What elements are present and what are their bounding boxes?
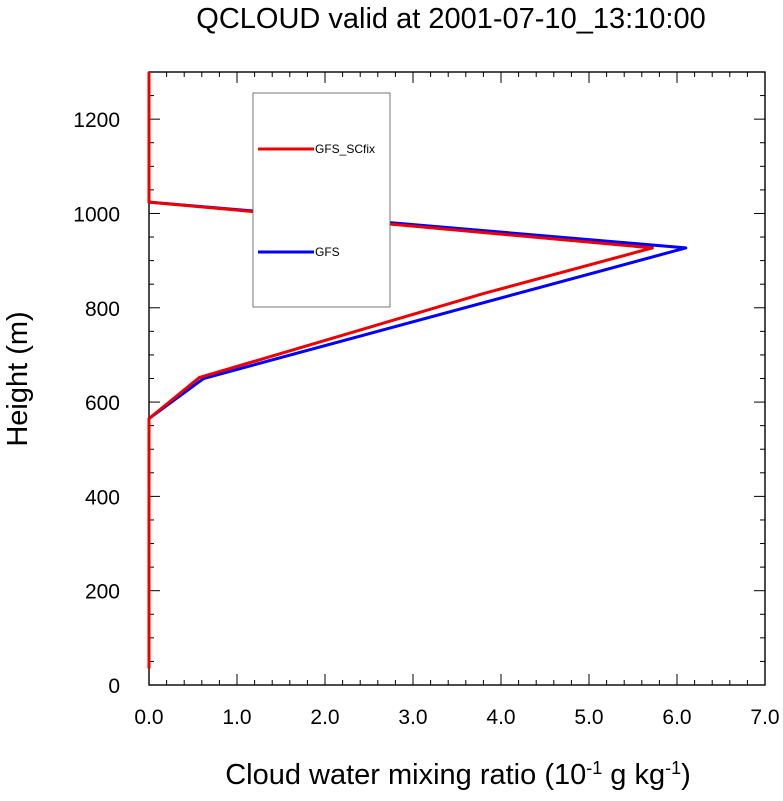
series-line-gfs xyxy=(147,72,688,669)
legend-label-gfs-scfix: GFS_SCfix xyxy=(315,142,375,156)
x-axis-label-units: g kg xyxy=(602,759,665,791)
series-line-gfs-scfix xyxy=(147,72,654,669)
x-tick-label: 5.0 xyxy=(574,706,603,729)
y-tick-label: 0 xyxy=(108,675,120,698)
x-tick-label: 7.0 xyxy=(750,706,779,729)
legend-box xyxy=(252,92,391,308)
legend-label-gfs: GFS xyxy=(315,245,340,259)
x-axis-label-main: Cloud water mixing ratio (10 xyxy=(225,759,586,791)
y-tick-label: 800 xyxy=(85,298,120,321)
x-axis-label-exponent-1: -1 xyxy=(586,758,602,778)
x-tick-label: 4.0 xyxy=(486,706,515,729)
axis-tick-labels: 0.0 1.0 2.0 3.0 4.0 5.0 6.0 7.0 0 200 400 600 800 100… xyxy=(73,109,779,729)
axis-ticks xyxy=(148,71,766,686)
chart-title: QCLOUD valid at 2001-07-10_13:10:00 xyxy=(196,3,705,35)
y-tick-label: 600 xyxy=(85,392,120,415)
legend: GFS_SCfix GFS xyxy=(252,92,391,308)
y-tick-label: 400 xyxy=(85,486,120,509)
x-tick-label: 2.0 xyxy=(310,706,339,729)
x-tick-label: 6.0 xyxy=(662,706,691,729)
x-axis-label: Cloud water mixing ratio (10-1 g kg-1) xyxy=(225,758,691,791)
x-tick-label: 1.0 xyxy=(222,706,251,729)
x-tick-label: 3.0 xyxy=(398,706,427,729)
y-tick-label: 1200 xyxy=(73,109,120,132)
series-lines xyxy=(147,72,688,669)
x-tick-label: 0.0 xyxy=(134,706,163,729)
y-tick-label: 200 xyxy=(85,581,120,604)
plot-frame xyxy=(148,71,766,686)
y-tick-label: 1000 xyxy=(73,203,120,226)
x-axis-label-exponent-2: -1 xyxy=(665,758,681,778)
y-axis-label: Height (m) xyxy=(2,311,34,446)
x-axis-label-close: ) xyxy=(681,759,691,791)
